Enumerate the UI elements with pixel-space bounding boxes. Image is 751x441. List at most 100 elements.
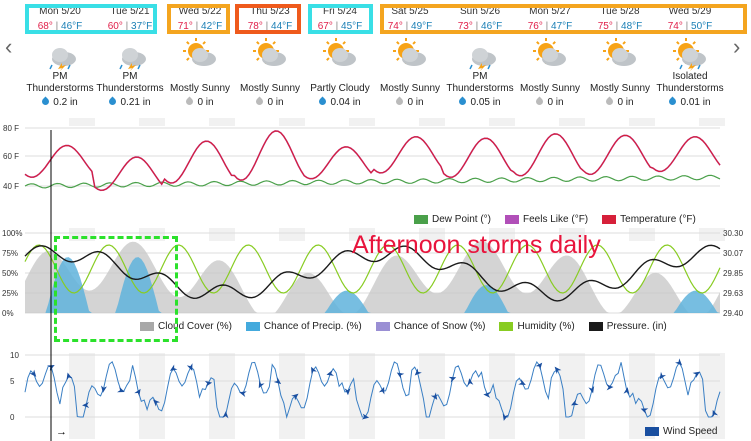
prev-day-arrow[interactable]: ‹ [5, 34, 13, 59]
wind-axis-label: 10 [10, 351, 19, 360]
night-band [559, 353, 585, 439]
day-column[interactable]: Tue 5/28 75° | 48°F Mostly Sunny 0 in [585, 0, 655, 125]
night-band [489, 118, 515, 126]
legend-label: Dew Point (°) [432, 214, 492, 225]
humidity-axis-label: 25% [2, 289, 18, 298]
raindrop-icon [108, 96, 118, 107]
wind-axis-label: 5 [10, 377, 15, 386]
legend-item[interactable]: Wind Speed [645, 426, 717, 437]
high-temp: 67° [317, 21, 333, 32]
highlight-box-orange-2 [380, 4, 747, 34]
night-band [69, 118, 95, 126]
next-day-arrow[interactable]: › [733, 34, 741, 59]
night-band [419, 228, 445, 241]
day-column[interactable]: Mon 5/27 76° | 47°F Mostly Sunny 0 in [515, 0, 585, 125]
day-condition: PM Thunderstorms [26, 71, 94, 94]
wind-direction-arrow [502, 413, 509, 421]
legend-item[interactable]: Cloud Cover (%) [140, 321, 232, 332]
night-band [279, 353, 305, 439]
wind-direction-arrow [169, 364, 178, 371]
raindrop-icon [534, 96, 545, 107]
legend-item[interactable]: Dew Point (°) [414, 214, 491, 225]
raindrop-icon [458, 96, 468, 107]
wind-direction-arrow [518, 379, 526, 385]
day-column[interactable]: Tue 5/21 60° | 37°F PM Thunderstorms 0.21 in [95, 0, 165, 125]
day-date: Sun 5/26 [459, 6, 501, 17]
legend-label: Humidity (%) [517, 321, 575, 332]
humidity-axis-label: 0% [2, 309, 14, 318]
night-band [489, 353, 515, 439]
day-column[interactable]: Sat 5/25 74° | 49°F Mostly Sunny 0 in [375, 0, 445, 125]
legend-swatch [645, 426, 659, 436]
high-temp: 75° [597, 21, 613, 32]
legend-item[interactable]: Chance of Precip. (%) [245, 321, 362, 332]
wind-direction-arrow [153, 399, 161, 407]
day-temps: 74° | 49°F [387, 21, 433, 32]
wind-direction-arrow [134, 388, 141, 397]
wind-direction-arrow [29, 369, 37, 377]
day-column[interactable]: Sun 5/26 73° | 46°F PM Thunderstorms 0.05 in [445, 0, 515, 125]
humid-legend: Cloud Cover (%) Chance of Precip. (%) Chan… [140, 321, 667, 332]
wind-direction-arrow [361, 413, 370, 420]
high-temp: 60° [107, 21, 123, 32]
thunderstorm-icon [40, 35, 80, 71]
high-temp: 68° [37, 21, 53, 32]
legend-swatch [245, 321, 260, 331]
wind-direction-arrow [239, 391, 247, 397]
day-temps: 71° | 42°F [177, 21, 223, 32]
day-condition: Mostly Sunny [519, 83, 581, 94]
raindrop-icon [604, 96, 615, 107]
humidity-line [24, 244, 721, 294]
wind-direction-arrow [378, 386, 385, 395]
night-band [139, 353, 165, 439]
night-band [419, 118, 445, 126]
day-date: Sat 5/25 [391, 6, 429, 17]
legend-item[interactable]: Temperature (°F) [602, 214, 696, 225]
wind-direction-arrow [623, 387, 630, 395]
day-precip: 0 in [515, 96, 585, 111]
pressure-axis-label: 30.07 [723, 249, 744, 258]
wind-direction-arrow [291, 393, 299, 401]
mostly-sunny-icon [180, 35, 220, 71]
wind-direction-arrow [117, 386, 125, 393]
wind-direction-arrow [588, 385, 595, 394]
current-time-arrow: → [56, 426, 67, 438]
day-precip: 0 in [165, 96, 235, 111]
high-temp: 73° [457, 21, 473, 32]
wind-direction-arrow [396, 372, 405, 379]
night-band [279, 118, 305, 126]
legend-swatch [499, 321, 514, 331]
legend-item[interactable]: Humidity (%) [499, 321, 575, 332]
day-column[interactable]: Mon 5/20 68° | 46°F PM Thunderstorms 0.2 in [25, 0, 95, 125]
day-temps: 76° | 47°F [527, 21, 573, 32]
low-temp: 46°F [481, 21, 503, 32]
day-temps: 75° | 48°F [597, 21, 643, 32]
day-temps: 78° | 44°F [247, 21, 293, 32]
temp-axis-label: 40 F [3, 182, 19, 191]
day-condition: Mostly Sunny [169, 83, 231, 94]
isolated-thunderstorm-icon [670, 35, 710, 71]
legend-label: Pressure. (in) [606, 321, 667, 332]
legend-label: Cloud Cover (%) [158, 321, 232, 332]
day-date: Mon 5/20 [39, 6, 81, 17]
mostly-sunny-icon [600, 35, 640, 71]
legend-item[interactable]: Feels Like (°F) [505, 214, 588, 225]
wind-direction-arrow [258, 380, 265, 389]
day-column[interactable]: Wed 5/29 74° | 50°F Isolated Thunderstorms 0… [655, 0, 725, 125]
high-temp: 74° [387, 21, 403, 32]
wind-direction-arrow [273, 377, 282, 385]
day-column[interactable]: Fri 5/24 67° | 45°F Partly Cloudy 0.04 in [305, 0, 375, 125]
partly-cloudy-icon [320, 35, 360, 71]
legend-item[interactable]: Chance of Snow (%) [375, 321, 486, 332]
dew-point-line [24, 174, 721, 189]
day-column[interactable]: Thu 5/23 78° | 44°F Mostly Sunny 0 in [235, 0, 305, 125]
wind-speed-line [24, 360, 721, 419]
day-precip: 0.05 in [445, 96, 515, 111]
legend-label: Chance of Snow (%) [393, 321, 486, 332]
legend-swatch [414, 214, 428, 224]
annotation-text: Afternoon storms daily [352, 231, 601, 259]
raindrop-icon [40, 96, 51, 107]
wind-direction-arrow [483, 391, 491, 398]
day-column[interactable]: Wed 5/22 71° | 42°F Mostly Sunny 0 in [165, 0, 235, 125]
legend-item[interactable]: Pressure. (in) [588, 321, 667, 332]
